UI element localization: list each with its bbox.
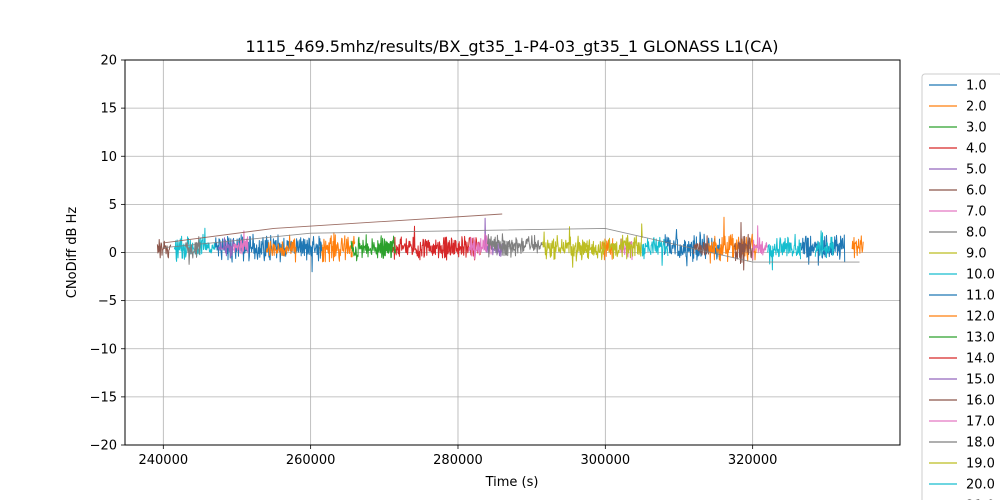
series-line-12-0 <box>265 234 297 263</box>
y-tick-label: 10 <box>100 150 117 165</box>
series-line-4-0 <box>391 225 437 261</box>
series-line-18-0 <box>501 240 518 258</box>
x-tick-label: 260000 <box>286 453 336 468</box>
legend-label: 4.0 <box>966 142 987 157</box>
x-tick-label: 240000 <box>138 453 188 468</box>
legend-label: 3.0 <box>966 121 987 136</box>
chart-title: 1115_469.5mhz/results/BX_gt35_1-P4-03_gt… <box>245 37 778 57</box>
y-tick-label: 15 <box>100 102 117 117</box>
legend-label: 12.0 <box>966 310 995 325</box>
series-line-10-0 <box>766 233 801 271</box>
legend-label: 20.0 <box>966 478 995 493</box>
legend-label: 13.0 <box>966 331 995 346</box>
series-line-2-0 <box>851 235 864 259</box>
x-tick-label: 320000 <box>728 453 778 468</box>
legend-label: 15.0 <box>966 373 995 388</box>
y-tick-label: −20 <box>90 439 117 454</box>
series-line-13-0 <box>376 235 396 259</box>
series-line-5-0 <box>483 217 503 257</box>
series-line-1-0 <box>214 233 278 263</box>
series-line-6-0 <box>156 239 172 259</box>
legend-label: 8.0 <box>966 226 987 241</box>
series-line-2-0 <box>317 232 356 263</box>
legend-label: 17.0 <box>966 415 995 430</box>
legend-label: 16.0 <box>966 394 995 409</box>
series-line-15-0 <box>218 237 234 259</box>
x-axis: 240000 260000 280000 300000 320000 <box>138 445 777 468</box>
trend-line <box>163 213 503 244</box>
legend-label: 7.0 <box>966 205 987 220</box>
x-axis-label: Time (s) <box>485 475 539 490</box>
legend-label: 6.0 <box>966 184 987 199</box>
legend-label: 19.0 <box>966 457 995 472</box>
y-tick-label: 20 <box>100 54 117 69</box>
trend-line <box>163 227 860 263</box>
series-line-1-0 <box>800 234 846 266</box>
trend-layer <box>163 213 860 263</box>
legend-label: 18.0 <box>966 436 995 451</box>
legend-label: 11.0 <box>966 289 995 304</box>
y-tick-label: −10 <box>90 342 117 357</box>
y-tick-label: 5 <box>109 198 117 213</box>
legend-box <box>921 73 1000 500</box>
legend-label: 21.0 <box>966 499 995 500</box>
series-line-18-0 <box>184 236 201 265</box>
series-line-9-0 <box>608 223 643 260</box>
series-line-9-0 <box>542 226 606 268</box>
series-line-19-0 <box>575 239 595 261</box>
legend-label: 5.0 <box>966 163 987 178</box>
x-tick-label: 300000 <box>581 453 631 468</box>
series-line-7-0 <box>752 225 768 260</box>
y-tick-label: −15 <box>90 390 117 405</box>
y-axis-label: CNoDiff dB Hz <box>65 207 80 299</box>
y-tick-label: −5 <box>98 294 117 309</box>
legend-label: 2.0 <box>966 100 987 115</box>
legend-label: 14.0 <box>966 352 995 367</box>
series-line-8-0 <box>487 233 544 258</box>
legend: 1.0 2.0 3.0 4.0 5.0 6.0 7.0 8.0 9.0 10.0 11.0 12.0 1… <box>921 73 1000 500</box>
y-tick-label: 0 <box>109 246 117 261</box>
series-line-16-0 <box>693 235 709 256</box>
legend-label: 1.0 <box>966 79 987 94</box>
series-line-20-0 <box>814 230 835 259</box>
legend-label: 10.0 <box>966 268 995 283</box>
series-line-7-0 <box>468 233 492 260</box>
y-axis: 20 15 10 5 0 −5 −10 −15 −20 <box>90 54 125 454</box>
x-tick-label: 280000 <box>433 453 483 468</box>
legend-label: 9.0 <box>966 247 987 262</box>
series-line-14-0 <box>431 237 452 261</box>
